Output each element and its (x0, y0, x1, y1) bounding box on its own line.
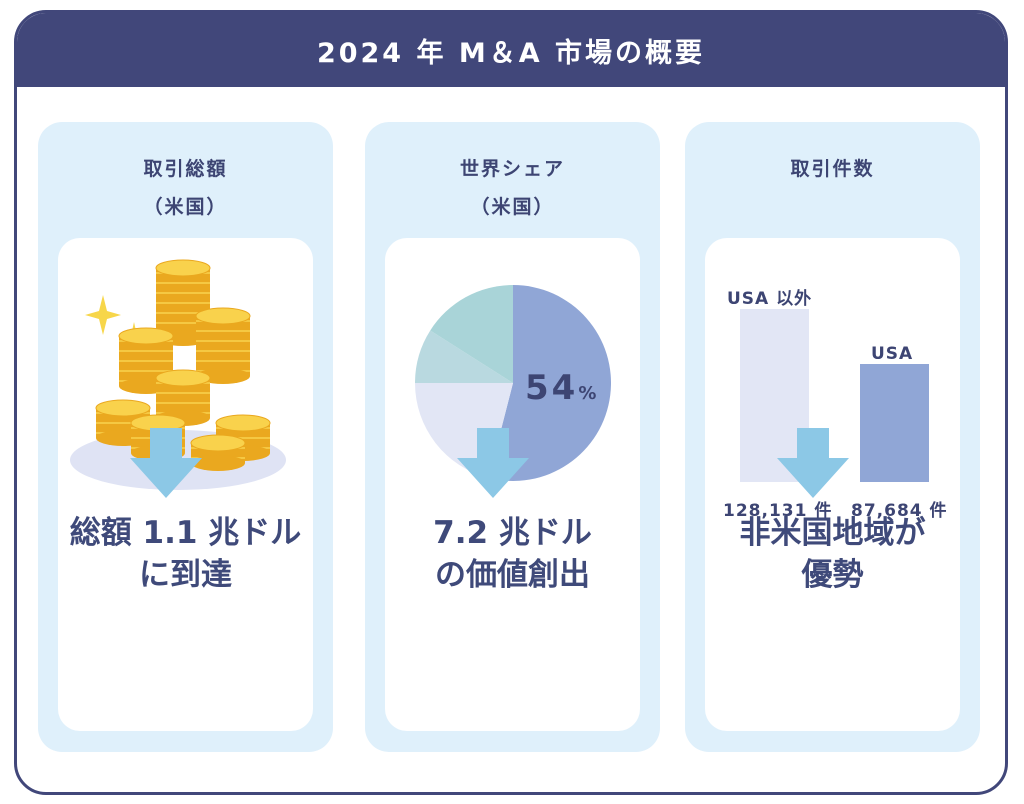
pie-data-label: 54% (525, 368, 596, 408)
result-text: 7.2 兆ドル の価値創出 (365, 512, 660, 596)
bar-label-usa: USA (871, 344, 914, 364)
result-line1: 7.2 兆ドル (433, 515, 592, 551)
panel-deal-count: 取引件数 USA 以外 USA 128,131 件 87,684 件 非米国地域… (685, 122, 980, 752)
pie-chart (415, 285, 611, 481)
pie-slice-2 (415, 330, 513, 383)
pie-percent-value: 54 (525, 368, 579, 408)
pie-slice-3 (430, 285, 513, 383)
panel-title-line1: 取引総額 (143, 158, 228, 180)
panel-title-line2: （米国） (470, 196, 555, 218)
bar-chart-card: USA 以外 USA 128,131 件 87,684 件 (705, 238, 960, 731)
pie-chart-card: 54% (385, 238, 640, 731)
result-text: 非米国地域が 優勢 (685, 512, 980, 596)
panel-title: 取引総額 （米国） (38, 150, 333, 226)
panel-title-line1: 世界シェア (459, 158, 565, 180)
panel-title: 取引件数 (685, 150, 980, 188)
bar-value-non-usa: 128,131 件 (723, 501, 833, 521)
panel-total-value: 取引総額 （米国） 総額 1.1 兆ドル に到達 (38, 122, 333, 752)
panel-world-share: 世界シェア （米国） 54% 7.2 兆ドル の価値創出 (365, 122, 660, 752)
bar-usa (860, 363, 929, 482)
arrow-down-icon (130, 428, 202, 498)
panel-title-line2: （米国） (143, 196, 228, 218)
result-line1: 非米国地域が (739, 515, 926, 551)
pie-percent-unit: % (578, 383, 597, 404)
result-line1: 総額 1.1 兆ドル (69, 515, 302, 551)
pie-slice-0 (488, 285, 611, 481)
result-line2: の価値創出 (435, 557, 590, 593)
bar-value-usa: 87,684 件 (851, 501, 948, 521)
panel-title-line1: 取引件数 (790, 158, 875, 180)
panel-title: 世界シェア （米国） (365, 150, 660, 226)
arrow-down-icon (457, 428, 529, 498)
page-title: 2024 年 M＆A 市場の概要 (17, 13, 1005, 87)
result-line2: に到達 (139, 557, 232, 593)
bar-label-non-usa: USA 以外 (727, 289, 813, 309)
arrow-down-icon (777, 428, 849, 498)
result-text: 総額 1.1 兆ドル に到達 (38, 512, 333, 596)
result-line2: 優勢 (801, 557, 864, 593)
